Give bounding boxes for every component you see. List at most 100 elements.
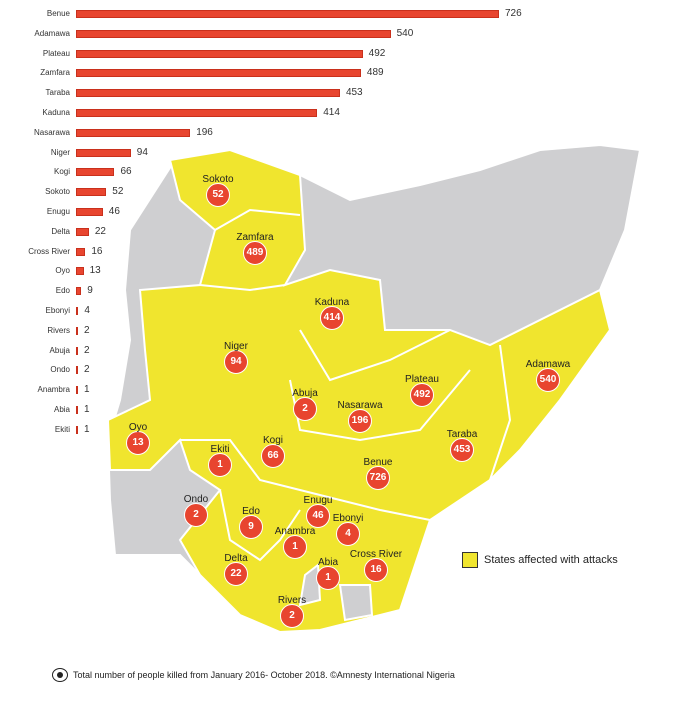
state-marker: Oyo 13 xyxy=(126,422,150,455)
bar xyxy=(76,287,82,296)
death-count-badge: 66 xyxy=(261,444,285,468)
bar-row: Edo 9 xyxy=(0,285,678,297)
bar xyxy=(76,366,78,375)
bar-value-label: 4 xyxy=(84,305,90,316)
bar-row: Adamawa 540 xyxy=(0,28,678,40)
death-count-badge: 492 xyxy=(410,383,434,407)
death-count-badge: 46 xyxy=(306,504,330,528)
bar-chart: Benue 726 Adamawa 540 Plateau 492 Zamfara 489 Ta… xyxy=(0,8,678,436)
bar xyxy=(76,386,78,395)
bar-label: Kaduna xyxy=(42,108,70,117)
death-count-badge: 453 xyxy=(450,438,474,462)
state-name: Ebonyi xyxy=(332,513,364,524)
state-name: Benue xyxy=(363,457,393,468)
bar-label: Abia xyxy=(53,405,70,414)
bar-label: Oyo xyxy=(55,266,70,276)
state-name: Nasarawa xyxy=(337,400,383,411)
bar xyxy=(76,247,86,256)
state-marker: Niger 94 xyxy=(224,341,248,374)
death-count-badge: 2 xyxy=(184,503,208,527)
state-marker: Rivers 2 xyxy=(278,595,306,628)
death-count-badge: 4 xyxy=(336,522,360,546)
bar-label: Anambra xyxy=(37,385,70,395)
bar-value-label: 489 xyxy=(366,67,384,79)
bar-value-label: 453 xyxy=(345,87,363,99)
state-marker: Kogi 66 xyxy=(261,435,285,468)
bar-label: Abuja xyxy=(49,345,70,355)
bar xyxy=(76,29,391,38)
bar-row: Taraba 453 xyxy=(0,87,678,99)
death-count-badge: 16 xyxy=(364,558,388,582)
bar-value-label: 52 xyxy=(112,186,124,198)
state-name: Cross River xyxy=(349,549,403,560)
bar-value-label: 16 xyxy=(91,245,103,257)
death-count-badge: 726 xyxy=(366,466,390,490)
bar-row: Ebonyi 4 xyxy=(0,305,678,317)
bar-value-label: 94 xyxy=(136,146,148,158)
bar-row: Oyo 13 xyxy=(0,265,678,277)
unaffected-imo xyxy=(298,563,322,607)
bar-label: Cross River xyxy=(28,246,70,256)
bar xyxy=(76,227,89,236)
state-marker: Delta 22 xyxy=(224,553,248,586)
bar xyxy=(76,148,131,157)
state-marker: Enugu 46 xyxy=(304,495,332,528)
bar-value-label: 414 xyxy=(323,107,340,118)
bar-label: Plateau xyxy=(42,48,70,58)
state-marker: Ondo 2 xyxy=(184,494,208,527)
bar-row: Plateau 492 xyxy=(0,48,678,60)
state-marker: Ebonyi 4 xyxy=(333,513,363,546)
bar-row: Ondo 2 xyxy=(0,364,678,376)
bar-value-label: 2 xyxy=(84,344,90,356)
state-name: Abuja xyxy=(292,388,318,399)
state-name: Edo xyxy=(242,506,260,517)
death-count-badge: 2 xyxy=(280,604,304,628)
state-name: Kogi xyxy=(262,435,284,446)
bar-label: Enugu xyxy=(46,207,70,216)
bar-label: Sokoto xyxy=(45,187,70,197)
bar xyxy=(76,425,78,434)
bar-label: Zamfara xyxy=(40,68,70,78)
bar-value-label: 9 xyxy=(87,285,93,297)
death-count-badge: 9 xyxy=(239,515,263,539)
bar-row: Delta 22 xyxy=(0,226,678,238)
state-name: Enugu xyxy=(303,495,333,506)
legend-swatch xyxy=(462,552,478,568)
bar-value-label: 13 xyxy=(89,265,101,277)
bar-value-label: 1 xyxy=(84,423,90,435)
bar-row: Rivers 2 xyxy=(0,325,678,337)
state-marker: Anambra 1 xyxy=(275,526,315,559)
state-name: Plateau xyxy=(405,374,439,385)
bar xyxy=(76,208,103,216)
death-count-badge: 2 xyxy=(293,397,317,421)
state-marker: Zamfara 489 xyxy=(236,232,274,265)
bar-label: Rivers xyxy=(47,325,70,335)
footer-caption: Total number of people killed from Janua… xyxy=(52,668,455,682)
bar-row: Ekiti 1 xyxy=(0,424,678,436)
bar xyxy=(76,109,318,117)
state-name: Sokoto xyxy=(202,174,234,185)
bar xyxy=(76,188,107,197)
bar-label: Edo xyxy=(55,286,70,296)
death-count-badge: 1 xyxy=(208,453,232,477)
state-name: Rivers xyxy=(277,595,307,606)
state-name: Ekiti xyxy=(210,444,230,455)
bar xyxy=(76,307,79,315)
bar xyxy=(76,89,340,98)
state-name: Oyo xyxy=(128,422,148,433)
bar-label: Delta xyxy=(51,226,70,236)
unaffected-akwa-ibom xyxy=(338,584,374,622)
state-name: Abia xyxy=(317,557,339,568)
bar-row: Kogi 66 xyxy=(0,166,678,178)
state-name: Delta xyxy=(224,553,248,564)
state-marker: Benue 726 xyxy=(364,457,392,490)
bar xyxy=(76,346,78,355)
bar-row: Anambra 1 xyxy=(0,384,678,396)
bar-label: Ekiti xyxy=(54,424,70,434)
bar-value-label: 46 xyxy=(108,206,120,217)
state-name: Adamawa xyxy=(525,359,571,370)
state-name: Anambra xyxy=(274,526,316,537)
bar xyxy=(76,326,78,335)
state-marker: Ekiti 1 xyxy=(208,444,232,477)
